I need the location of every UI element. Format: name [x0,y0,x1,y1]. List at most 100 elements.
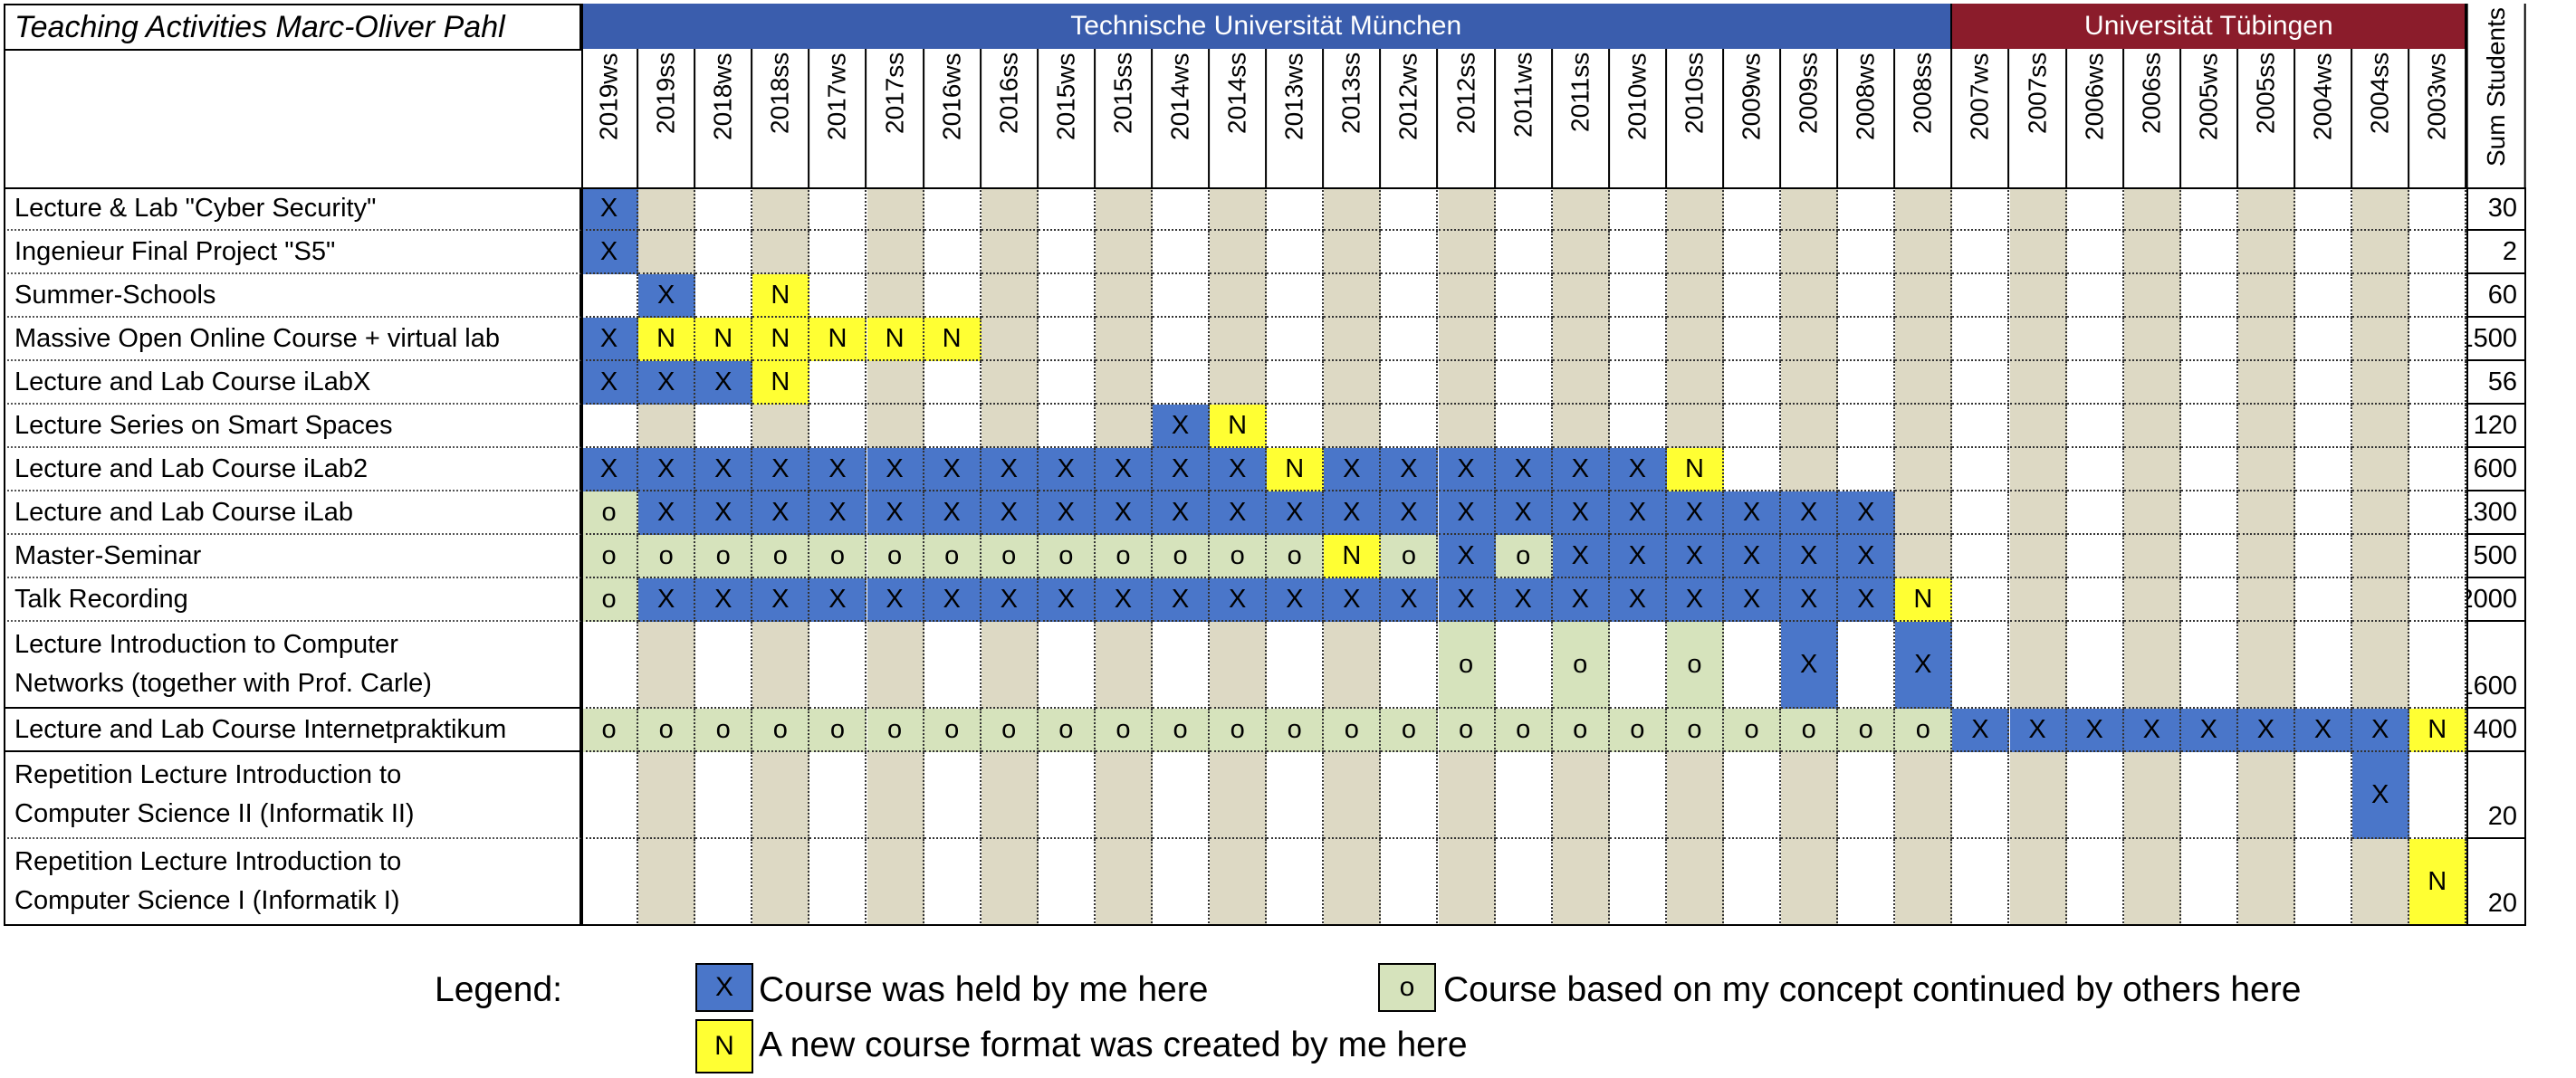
empty-cell [1724,361,1782,405]
empty-cell [1724,622,1782,709]
empty-cell [1381,318,1439,361]
empty-cell [809,839,867,926]
course-mark: N [695,318,753,361]
course-mark: o [1038,535,1096,578]
empty-cell [2123,622,2181,709]
empty-cell [2352,491,2410,535]
empty-cell [2066,491,2124,535]
semester-header: 2011ss [1552,49,1610,187]
semester-header: 2007ss [2009,49,2067,187]
course-mark: X [2352,709,2410,752]
empty-cell [2123,839,2181,926]
course-mark: X [1724,491,1782,535]
empty-cell [1552,187,1610,231]
empty-cell [2123,187,2181,231]
empty-cell [1038,752,1096,839]
empty-cell [1895,361,1953,405]
sum-students-value: 500 [2466,535,2526,578]
course-mark: X [1038,491,1096,535]
empty-cell [2295,578,2353,622]
course-mark: X [1609,578,1667,622]
empty-cell [2123,578,2181,622]
empty-cell [1095,361,1153,405]
empty-cell [981,405,1039,448]
empty-cell [1095,274,1153,318]
course-mark: o [924,709,982,752]
course-mark: o [1666,709,1724,752]
course-mark: X [1781,535,1839,578]
empty-cell [2409,622,2467,709]
semester-header: 2012ws [1381,49,1439,187]
course-mark: X [1153,578,1211,622]
empty-cell [1095,622,1153,709]
table-border [4,4,5,926]
empty-cell [1153,361,1211,405]
empty-cell [867,405,924,448]
empty-cell [581,405,639,448]
empty-cell [1952,448,2010,491]
empty-cell [2237,622,2295,709]
empty-cell [1095,231,1153,274]
empty-cell [2180,622,2238,709]
empty-cell [924,187,982,231]
course-mark: N [2409,839,2467,926]
course-mark: N [752,274,810,318]
course-mark: o [1724,709,1782,752]
empty-cell [1438,361,1496,405]
course-mark: X [581,361,639,405]
empty-cell [809,622,867,709]
empty-cell [1153,274,1211,318]
course-mark: X [581,187,639,231]
course-mark: o [1267,535,1325,578]
semester-header: 2010ss [1666,49,1724,187]
empty-cell [1952,318,2010,361]
empty-cell [2295,839,2353,926]
empty-cell [1324,231,1382,274]
empty-cell [1495,361,1553,405]
empty-cell [1210,187,1268,231]
empty-cell [1038,274,1096,318]
course-mark: X [638,578,696,622]
course-mark: N [638,318,696,361]
university-header: Technische Universität München [581,4,1953,49]
course-mark: o [1381,709,1439,752]
course-mark: X [867,491,924,535]
empty-cell [1038,839,1096,926]
empty-cell [2123,752,2181,839]
course-mark: o [1324,709,1382,752]
course-mark: o [924,535,982,578]
sum-students-header: Sum Students [2466,4,2526,187]
empty-cell [1609,405,1667,448]
empty-cell [1210,622,1268,709]
course-mark: X [1381,448,1439,491]
empty-cell [924,839,982,926]
course-mark: N [924,318,982,361]
empty-cell [1838,361,1896,405]
empty-cell [1666,839,1724,926]
empty-cell [2295,535,2353,578]
empty-cell [2123,361,2181,405]
empty-cell [2180,448,2238,491]
semester-header: 2010ws [1609,49,1667,187]
empty-cell [2066,318,2124,361]
course-mark: o [867,709,924,752]
empty-cell [2237,839,2295,926]
legend-new-swatch: N [695,1019,753,1073]
empty-cell [2066,274,2124,318]
semester-header: 2009ws [1724,49,1782,187]
empty-cell [1153,187,1211,231]
course-mark: X [2009,709,2067,752]
semester-header: 2016ss [981,49,1039,187]
empty-cell [2237,361,2295,405]
empty-cell [2352,318,2410,361]
semester-header: 2004ws [2295,49,2353,187]
course-mark: X [1381,491,1439,535]
empty-cell [2409,187,2467,231]
empty-cell [1781,187,1839,231]
empty-cell [924,622,982,709]
empty-cell [1324,622,1382,709]
empty-cell [1781,839,1839,926]
course-mark: N [867,318,924,361]
course-mark: o [1552,709,1610,752]
course-mark: X [638,274,696,318]
